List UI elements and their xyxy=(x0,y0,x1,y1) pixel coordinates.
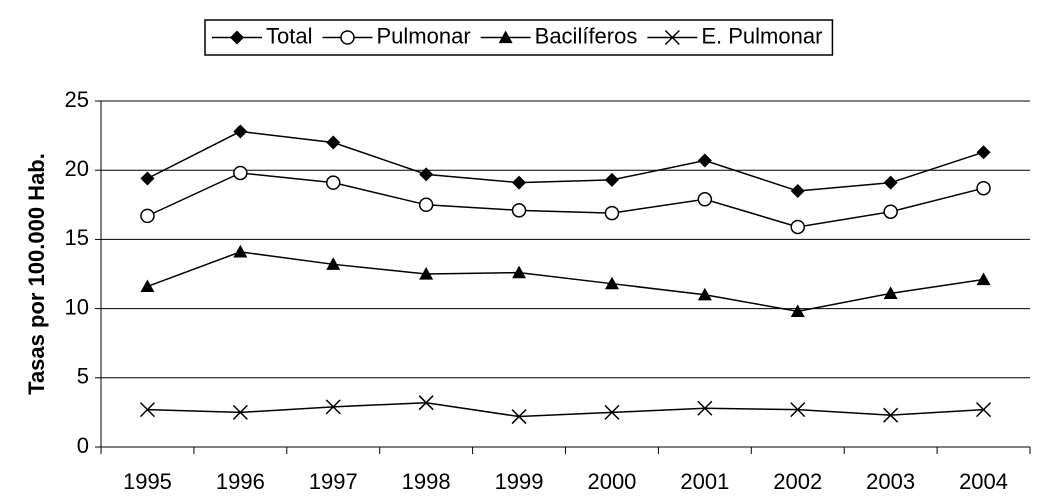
marker xyxy=(976,180,991,196)
series-line xyxy=(147,172,984,228)
y-tick-label: 10 xyxy=(65,294,89,319)
marker xyxy=(883,407,899,423)
marker xyxy=(604,276,619,290)
marker xyxy=(790,304,805,317)
marker xyxy=(883,286,898,299)
x-tick-label: 2001 xyxy=(680,469,729,494)
y-tick-label: 0 xyxy=(77,433,89,458)
marker xyxy=(697,192,713,207)
x-tick-label: 2004 xyxy=(959,469,1008,494)
marker xyxy=(418,395,434,411)
marker xyxy=(140,171,155,186)
series-line xyxy=(147,401,984,418)
marker xyxy=(418,197,434,213)
series-line xyxy=(147,251,984,313)
marker xyxy=(419,167,434,182)
x-tick-label: 1998 xyxy=(402,469,451,494)
marker xyxy=(664,29,680,46)
y-tick-label: 25 xyxy=(65,87,89,112)
marker xyxy=(697,400,713,416)
x-tick-label: 2003 xyxy=(866,469,915,494)
marker xyxy=(976,145,991,160)
y-tick-label: 15 xyxy=(65,225,89,250)
legend-label: Pulmonar xyxy=(376,23,470,48)
x-tick-label: 1999 xyxy=(495,469,544,494)
y-axis-label: Tasas por 100.000 Hab. xyxy=(24,153,49,395)
marker xyxy=(697,287,712,301)
marker xyxy=(340,30,355,45)
marker xyxy=(976,402,992,418)
marker xyxy=(512,175,527,190)
marker xyxy=(326,257,341,270)
marker xyxy=(326,175,341,190)
x-tick-label: 1997 xyxy=(309,469,358,494)
marker xyxy=(512,265,527,279)
marker xyxy=(139,402,155,418)
marker xyxy=(140,279,155,293)
marker xyxy=(790,219,805,235)
marker xyxy=(883,204,898,219)
marker xyxy=(233,124,248,139)
marker xyxy=(230,30,244,45)
marker xyxy=(976,272,991,286)
marker xyxy=(419,267,434,280)
marker xyxy=(498,30,513,44)
marker xyxy=(604,172,619,187)
series-line xyxy=(147,130,984,192)
marker xyxy=(326,135,341,150)
marker xyxy=(511,409,527,425)
marker xyxy=(790,183,805,198)
legend-label: Total xyxy=(266,23,312,48)
legend-label: Bacilíferos xyxy=(535,23,638,48)
marker xyxy=(325,399,341,415)
marker xyxy=(604,205,620,221)
x-tick-label: 2002 xyxy=(773,469,822,494)
marker xyxy=(233,165,248,181)
marker xyxy=(604,404,620,420)
y-tick-label: 5 xyxy=(77,364,89,389)
marker xyxy=(511,203,527,218)
marker xyxy=(883,175,898,190)
y-tick-label: 20 xyxy=(65,156,89,181)
legend-label: E. Pulmonar xyxy=(701,23,822,48)
x-tick-label: 1996 xyxy=(216,469,265,494)
marker xyxy=(232,404,248,420)
marker xyxy=(697,153,712,168)
x-tick-label: 2000 xyxy=(587,469,636,494)
marker xyxy=(790,402,806,418)
marker xyxy=(140,208,155,224)
marker xyxy=(233,244,248,258)
x-tick-label: 1995 xyxy=(123,469,172,494)
